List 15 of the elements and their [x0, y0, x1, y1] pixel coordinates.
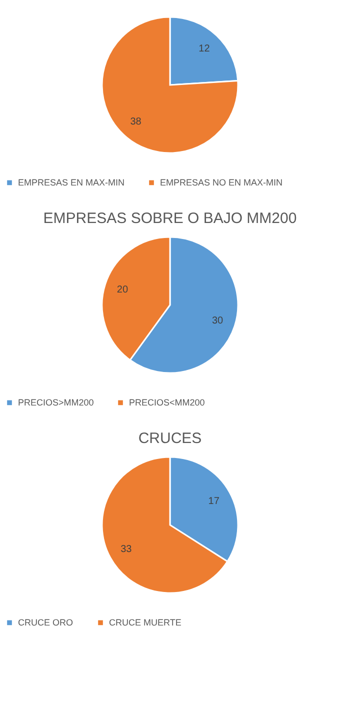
data-label: 38 [130, 116, 142, 128]
data-label: 30 [212, 315, 224, 326]
legend-label: EMPRESAS NO EN MAX-MIN [160, 178, 283, 188]
legend-label: PRECIOS>MM200 [18, 398, 94, 408]
chart-title: CRUCES [138, 430, 202, 447]
chart-title: EMPRESAS SOBRE O BAJO MM200 [43, 210, 297, 227]
pie-slice [101, 16, 239, 154]
data-label: 12 [198, 44, 210, 55]
legend-label: EMPRESAS EN MAX-MIN [18, 178, 125, 188]
data-label: 33 [120, 544, 132, 556]
data-label: 17 [208, 496, 220, 507]
legend-label: CRUCE ORO [18, 618, 74, 628]
legend-label: CRUCE MUERTE [109, 618, 182, 628]
data-label: 20 [116, 284, 128, 296]
legend-label: PRECIOS<MM200 [129, 398, 205, 408]
